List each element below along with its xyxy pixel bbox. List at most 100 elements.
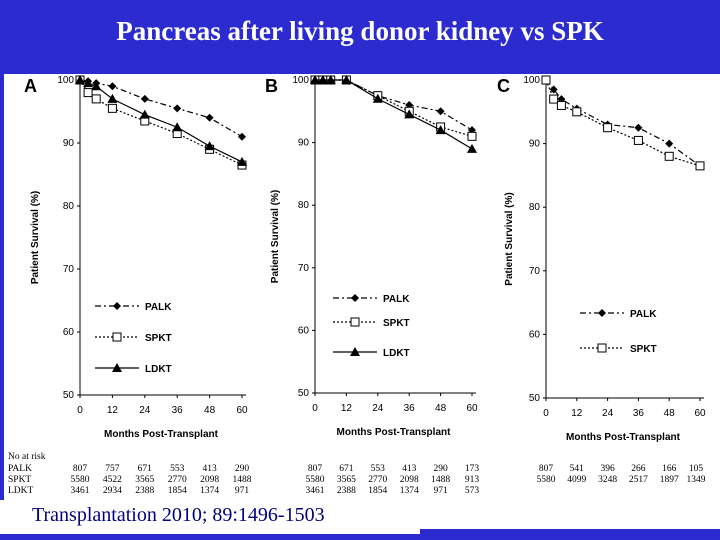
y-tick-label: 50 bbox=[298, 388, 310, 399]
y-tick-label: 60 bbox=[529, 329, 541, 340]
at-risk-value: 971 bbox=[433, 486, 448, 496]
at-risk-value: 2098 bbox=[200, 475, 220, 485]
at-risk-value: 1854 bbox=[167, 486, 187, 496]
data-point-spkt bbox=[572, 107, 582, 117]
y-tick-label: 60 bbox=[298, 325, 310, 336]
at-risk-value: 290 bbox=[234, 464, 250, 474]
at-risk-value: 2770 bbox=[167, 475, 187, 485]
x-tick-label: 48 bbox=[664, 408, 676, 419]
data-point-spkt bbox=[695, 161, 705, 171]
x-axis-label: Months Post-Transplant bbox=[337, 427, 452, 438]
series-line-palk bbox=[315, 79, 473, 131]
data-point-spkt bbox=[556, 100, 566, 110]
at-risk-value: 1897 bbox=[659, 475, 679, 485]
legend-label-palk: PALK bbox=[383, 294, 410, 305]
y-tick-label: 90 bbox=[63, 138, 75, 149]
y-tick-label: 60 bbox=[63, 327, 75, 338]
at-risk-value: 541 bbox=[569, 464, 584, 474]
x-tick-label: 24 bbox=[602, 408, 614, 419]
data-point-palk bbox=[205, 113, 214, 122]
data-point-ldkt bbox=[139, 109, 150, 119]
at-risk-row-label: PALK bbox=[8, 464, 32, 474]
at-risk-value: 4522 bbox=[102, 475, 122, 485]
x-tick-label: 0 bbox=[312, 403, 318, 414]
at-risk-value: 807 bbox=[538, 464, 554, 474]
series-line-ldkt bbox=[315, 79, 473, 150]
data-point-ldkt bbox=[325, 75, 336, 84]
series-line-spkt bbox=[315, 79, 473, 137]
legend-marker-ldkt bbox=[112, 363, 122, 372]
legend-label-palk: PALK bbox=[630, 309, 657, 320]
legend-label-ldkt: LDKT bbox=[383, 348, 410, 359]
data-point-ldkt bbox=[107, 93, 118, 103]
x-tick-label: 60 bbox=[236, 405, 248, 416]
data-point-palk bbox=[108, 82, 117, 91]
at-risk-value: 1374 bbox=[399, 486, 419, 496]
at-risk-value: 807 bbox=[307, 464, 323, 474]
data-point-spkt bbox=[83, 88, 93, 98]
at-risk-row-label: LDKT bbox=[8, 486, 34, 496]
legend-marker-palk bbox=[113, 302, 121, 310]
legend-marker-spkt bbox=[597, 343, 607, 353]
data-point-ldkt bbox=[467, 143, 477, 153]
x-tick-label: 24 bbox=[139, 405, 151, 416]
data-point-ldkt bbox=[91, 81, 102, 91]
data-point-ldkt bbox=[435, 125, 446, 135]
at-risk-value: 553 bbox=[170, 464, 185, 474]
data-point-ldkt bbox=[372, 93, 383, 103]
legend-label-palk: PALK bbox=[145, 302, 172, 313]
legend-marker-palk bbox=[598, 309, 606, 317]
x-tick-label: 12 bbox=[341, 403, 353, 414]
data-point-palk bbox=[665, 139, 674, 148]
x-tick-label: 60 bbox=[694, 408, 706, 419]
legend-marker-ldkt bbox=[350, 347, 360, 356]
legend-label-spkt: SPKT bbox=[145, 333, 172, 344]
y-tick-label: 80 bbox=[63, 201, 75, 212]
at-risk-value: 166 bbox=[662, 464, 677, 474]
data-point-ldkt bbox=[83, 78, 94, 88]
y-tick-label: 80 bbox=[529, 202, 541, 213]
at-risk-value: 5580 bbox=[70, 475, 90, 485]
data-point-ldkt bbox=[172, 122, 183, 132]
y-tick-label: 100 bbox=[292, 75, 309, 86]
y-tick-label: 90 bbox=[529, 139, 541, 150]
x-tick-label: 36 bbox=[404, 403, 416, 414]
series-line-palk bbox=[79, 79, 243, 138]
data-point-ldkt bbox=[310, 75, 320, 84]
at-risk-value: 2388 bbox=[336, 486, 356, 496]
at-risk-value: 3461 bbox=[305, 486, 325, 496]
y-axis-label: Patient Survival (%) bbox=[270, 190, 281, 283]
at-risk-value: 2770 bbox=[368, 475, 388, 485]
legend-label-ldkt: LDKT bbox=[145, 364, 172, 375]
at-risk-value: 671 bbox=[339, 464, 354, 474]
at-risk-value: 757 bbox=[105, 464, 120, 474]
y-tick-label: 80 bbox=[298, 200, 310, 211]
data-point-ldkt bbox=[317, 75, 328, 84]
data-point-spkt bbox=[549, 94, 559, 104]
citation-box: Transplantation 2010; 89:1496-1503 bbox=[0, 500, 420, 534]
legend-marker-spkt bbox=[350, 317, 360, 327]
at-risk-value: 290 bbox=[433, 464, 448, 474]
at-risk-value: 5580 bbox=[536, 475, 556, 485]
y-tick-label: 70 bbox=[298, 263, 310, 274]
y-tick-label: 50 bbox=[63, 390, 75, 401]
at-risk-value: 413 bbox=[202, 464, 217, 474]
at-risk-value: 173 bbox=[464, 464, 480, 474]
y-tick-label: 70 bbox=[63, 264, 75, 275]
x-tick-label: 36 bbox=[633, 408, 645, 419]
at-risk-value: 2934 bbox=[102, 486, 122, 496]
at-risk-value: 971 bbox=[234, 486, 250, 496]
x-tick-label: 0 bbox=[77, 405, 83, 416]
data-point-ldkt bbox=[237, 156, 247, 166]
panel-letter: B bbox=[265, 76, 278, 96]
y-tick-label: 50 bbox=[529, 393, 541, 404]
at-risk-value: 553 bbox=[370, 464, 385, 474]
data-point-palk bbox=[238, 132, 246, 141]
at-risk-header: No at risk bbox=[8, 452, 46, 462]
at-risk-value: 1488 bbox=[431, 475, 451, 485]
panel-letter: A bbox=[24, 76, 37, 96]
y-tick-label: 100 bbox=[57, 75, 74, 86]
data-point-ldkt bbox=[341, 75, 352, 84]
at-risk-value: 1854 bbox=[368, 486, 388, 496]
